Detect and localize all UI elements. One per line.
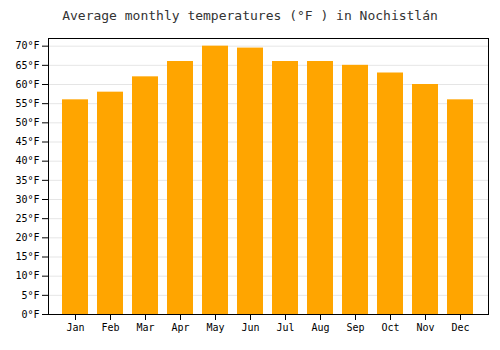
svg-text:Jan: Jan (66, 322, 84, 333)
svg-text:Apr: Apr (171, 322, 189, 333)
svg-text:15°F: 15°F (15, 251, 39, 262)
svg-text:35°F: 35°F (15, 175, 39, 186)
svg-text:Nov: Nov (416, 322, 434, 333)
svg-text:Mar: Mar (136, 322, 154, 333)
svg-text:Jun: Jun (241, 322, 259, 333)
svg-text:70°F: 70°F (15, 40, 39, 51)
svg-text:50°F: 50°F (15, 117, 39, 128)
svg-text:25°F: 25°F (15, 213, 39, 224)
svg-text:Jul: Jul (276, 322, 294, 333)
svg-text:5°F: 5°F (21, 290, 39, 301)
svg-text:30°F: 30°F (15, 194, 39, 205)
svg-text:10°F: 10°F (15, 270, 39, 281)
svg-text:45°F: 45°F (15, 136, 39, 147)
svg-text:Oct: Oct (381, 322, 399, 333)
svg-text:55°F: 55°F (15, 98, 39, 109)
svg-text:Dec: Dec (451, 322, 469, 333)
svg-text:Feb: Feb (101, 322, 119, 333)
html-text:Average monthly temperatures (: Average monthly temperatures (°F ) in No… (62, 8, 438, 23)
svg-text:May: May (206, 322, 224, 333)
svg-text:0°F: 0°F (21, 309, 39, 320)
svg-text:Sep: Sep (346, 322, 364, 333)
svg-text:65°F: 65°F (15, 60, 39, 71)
svg-text:40°F: 40°F (15, 155, 39, 166)
svg-text:60°F: 60°F (15, 79, 39, 90)
svg-text:Aug: Aug (311, 322, 329, 333)
svg-text:20°F: 20°F (15, 232, 39, 243)
